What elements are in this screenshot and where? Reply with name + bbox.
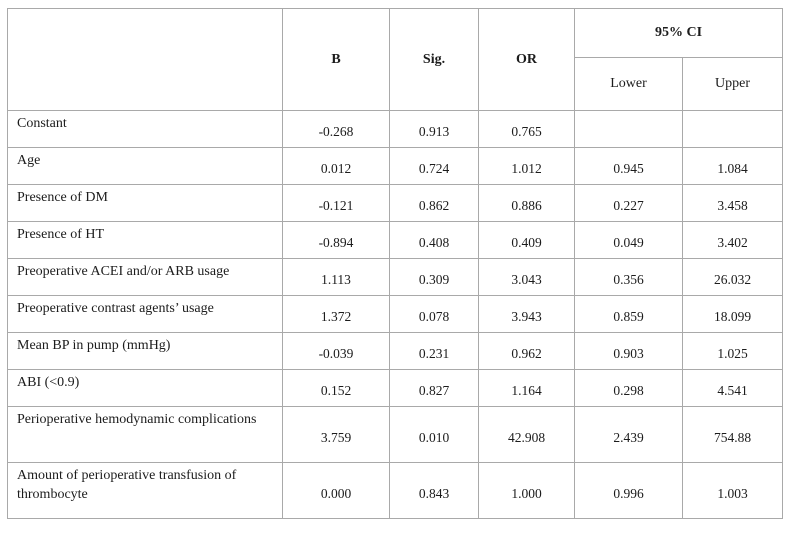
table-row: Preoperative contrast agents’ usage 1.37… [7,295,783,333]
ci-lower-cell [574,110,683,148]
or-value-cell: 0.962 [478,332,575,370]
b-value-cell: -0.894 [282,221,390,259]
or-value-cell: 0.409 [478,221,575,259]
sig-value-cell: 0.231 [389,332,479,370]
ci-upper-cell: 1.003 [682,462,783,519]
column-header-lower: Lower [574,57,683,111]
column-header-upper: Upper [682,57,783,111]
variable-label-cell: Constant [7,110,283,148]
sig-value-cell: 0.862 [389,184,479,222]
table-row: Preoperative ACEI and/or ARB usage 1.113… [7,258,783,296]
table-row: Presence of HT -0.894 0.408 0.409 0.049 … [7,221,783,259]
or-value-cell: 1.012 [478,147,575,185]
ci-lower-cell: 0.227 [574,184,683,222]
sig-value-cell: 0.827 [389,369,479,407]
table-header: B Sig. OR 95% CI Lower Upper [7,8,783,111]
variable-label-cell: ABI (<0.9) [7,369,283,407]
ci-upper-cell: 4.541 [682,369,783,407]
ci-lower-cell: 0.903 [574,332,683,370]
table-row: ABI (<0.9) 0.152 0.827 1.164 0.298 4.541 [7,369,783,407]
b-value-cell: -0.268 [282,110,390,148]
or-value-cell: 42.908 [478,406,575,463]
column-header-b: B [282,8,390,111]
b-value-cell: 3.759 [282,406,390,463]
b-value-cell: 0.152 [282,369,390,407]
variable-label-cell: Age [7,147,283,185]
ci-lower-cell: 0.945 [574,147,683,185]
ci-lower-cell: 0.298 [574,369,683,407]
b-value-cell: 1.113 [282,258,390,296]
sig-value-cell: 0.309 [389,258,479,296]
table-row: Perioperative hemodynamic complications … [7,406,783,463]
ci-upper-cell [682,110,783,148]
b-value-cell: 0.012 [282,147,390,185]
regression-results-table: B Sig. OR 95% CI Lower Upper Constant -0… [7,8,783,519]
ci-lower-cell: 2.439 [574,406,683,463]
variable-label-cell: Presence of HT [7,221,283,259]
column-header-variable [7,8,283,111]
table-row: Amount of perioperative transfusion of t… [7,462,783,519]
ci-lower-cell: 0.996 [574,462,683,519]
or-value-cell: 0.765 [478,110,575,148]
variable-label-cell: Mean BP in pump (mmHg) [7,332,283,370]
ci-upper-cell: 18.099 [682,295,783,333]
ci-upper-cell: 26.032 [682,258,783,296]
sig-value-cell: 0.913 [389,110,479,148]
b-value-cell: -0.039 [282,332,390,370]
table-row: Presence of DM -0.121 0.862 0.886 0.227 … [7,184,783,222]
table-row: Constant -0.268 0.913 0.765 [7,110,783,148]
column-header-or: OR [478,8,575,111]
variable-label-cell: Amount of perioperative transfusion of t… [7,462,283,519]
sig-value-cell: 0.724 [389,147,479,185]
b-value-cell: -0.121 [282,184,390,222]
or-value-cell: 1.000 [478,462,575,519]
sig-value-cell: 0.843 [389,462,479,519]
variable-label-cell: Presence of DM [7,184,283,222]
ci-lower-cell: 0.356 [574,258,683,296]
ci-upper-cell: 3.402 [682,221,783,259]
ci-upper-cell: 1.025 [682,332,783,370]
ci-lower-cell: 0.859 [574,295,683,333]
column-header-95ci: 95% CI [574,8,783,58]
or-value-cell: 1.164 [478,369,575,407]
variable-label-cell: Perioperative hemodynamic complications [7,406,283,463]
or-value-cell: 3.943 [478,295,575,333]
table-body: Constant -0.268 0.913 0.765 Age 0.012 0.… [7,110,783,519]
table-row: Mean BP in pump (mmHg) -0.039 0.231 0.96… [7,332,783,370]
column-header-sig: Sig. [389,8,479,111]
sig-value-cell: 0.408 [389,221,479,259]
or-value-cell: 3.043 [478,258,575,296]
ci-lower-cell: 0.049 [574,221,683,259]
table-row: Age 0.012 0.724 1.012 0.945 1.084 [7,147,783,185]
variable-label-cell: Preoperative ACEI and/or ARB usage [7,258,283,296]
ci-upper-cell: 754.88 [682,406,783,463]
variable-label-cell: Preoperative contrast agents’ usage [7,295,283,333]
b-value-cell: 0.000 [282,462,390,519]
ci-upper-cell: 1.084 [682,147,783,185]
ci-upper-cell: 3.458 [682,184,783,222]
sig-value-cell: 0.078 [389,295,479,333]
or-value-cell: 0.886 [478,184,575,222]
sig-value-cell: 0.010 [389,406,479,463]
b-value-cell: 1.372 [282,295,390,333]
